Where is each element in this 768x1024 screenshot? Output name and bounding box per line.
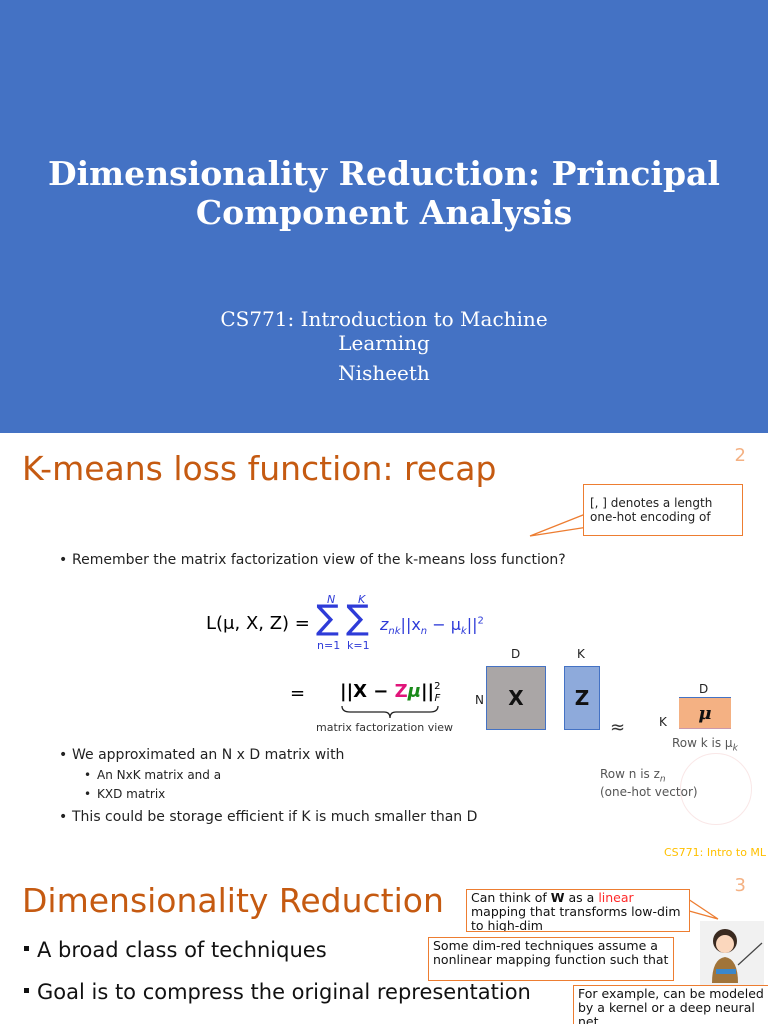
summand: znk||xn − μk||2 bbox=[380, 615, 484, 638]
sub-bullet-item: An NxK matrix and a bbox=[84, 768, 221, 782]
sum-lower-k: k=1 bbox=[347, 639, 370, 652]
frobenius-norm-expr: ||X − Zμ||2F bbox=[340, 681, 441, 704]
callout-line-2: one-hot encoding of bbox=[590, 510, 711, 524]
underbrace-icon bbox=[341, 705, 439, 719]
seal-watermark-icon bbox=[680, 753, 752, 825]
callout-pointer-icon bbox=[681, 894, 719, 920]
bullet-item: Goal is to compress the original represe… bbox=[24, 980, 531, 1004]
brace-label: matrix factorization view bbox=[316, 721, 454, 734]
one-hot-note: (one-hot vector) bbox=[600, 785, 698, 799]
slide-title: Dimensionality Reduction bbox=[22, 881, 444, 920]
linear-mapping-callout: Can think of W as a linear mapping that … bbox=[466, 889, 690, 932]
course-footer: CS771: Intro to ML bbox=[664, 846, 767, 859]
equation-lhs: L(μ, X, Z) = bbox=[206, 613, 310, 634]
matrix-z: Z bbox=[564, 666, 600, 730]
one-hot-callout: [, ] denotes a length one-hot encoding o… bbox=[583, 484, 743, 536]
kernel-callout: For example, can be modeled by a kernel … bbox=[573, 985, 768, 1024]
mu-dim-left: K bbox=[659, 715, 667, 729]
subtitle-line-1: CS771: Introduction to Machine bbox=[220, 307, 548, 331]
course-subtitle: CS771: Introduction to Machine Learning bbox=[0, 307, 768, 355]
approx-symbol: ≈ bbox=[610, 717, 626, 738]
bullet-item: Remember the matrix factorization view o… bbox=[59, 552, 566, 568]
title-line-1: Dimensionality Reduction: Principal bbox=[48, 154, 720, 193]
bullet-item: This could be storage efficient if K is … bbox=[59, 809, 477, 825]
equals-sign: = bbox=[290, 683, 306, 704]
nonlinear-mapping-callout: Some dim-red techniques assume a nonline… bbox=[428, 937, 674, 981]
slide-dim-reduction: Dimensionality Reduction 3 A broad class… bbox=[0, 867, 768, 1024]
title-slide-heading: Dimensionality Reduction: Principal Comp… bbox=[0, 154, 768, 232]
matrix-x: X bbox=[486, 666, 546, 730]
sum-upper-n: N bbox=[327, 593, 336, 606]
mu-dim-top: D bbox=[699, 682, 709, 696]
bullet-item: A broad class of techniques bbox=[24, 938, 327, 962]
teacher-illustration-icon bbox=[700, 921, 764, 985]
bullet-item: We approximated an N x D matrix with bbox=[59, 747, 344, 763]
slide-number: 2 bbox=[734, 445, 746, 466]
slide-number: 3 bbox=[734, 875, 746, 896]
sub-bullet-item: KXD matrix bbox=[84, 787, 165, 801]
title-line-2: Component Analysis bbox=[195, 193, 573, 232]
sigma-k-icon: ∑ bbox=[346, 598, 369, 638]
sum-upper-k: K bbox=[358, 593, 366, 606]
callout-pointer-icon bbox=[529, 512, 589, 537]
author-name: Nisheeth bbox=[338, 361, 430, 385]
subtitle-line-2: Learning bbox=[338, 331, 430, 355]
row-n-note: Row n is zn bbox=[600, 767, 666, 785]
x-dim-left: N bbox=[475, 693, 484, 707]
row-k-note: Row k is μk bbox=[672, 736, 738, 754]
slide-kmeans-recap: K-means loss function: recap 2 [, ] deno… bbox=[0, 433, 768, 867]
sum-lower-n: n=1 bbox=[317, 639, 341, 652]
x-dim-top: D bbox=[511, 647, 521, 661]
callout-line-1: [, ] denotes a length bbox=[590, 496, 713, 510]
sigma-n-icon: ∑ bbox=[316, 598, 339, 638]
z-dim-top: K bbox=[577, 647, 585, 661]
matrix-mu: μ bbox=[679, 697, 731, 729]
slide-title: K-means loss function: recap bbox=[22, 449, 497, 488]
title-slide: Dimensionality Reduction: Principal Comp… bbox=[0, 0, 768, 433]
